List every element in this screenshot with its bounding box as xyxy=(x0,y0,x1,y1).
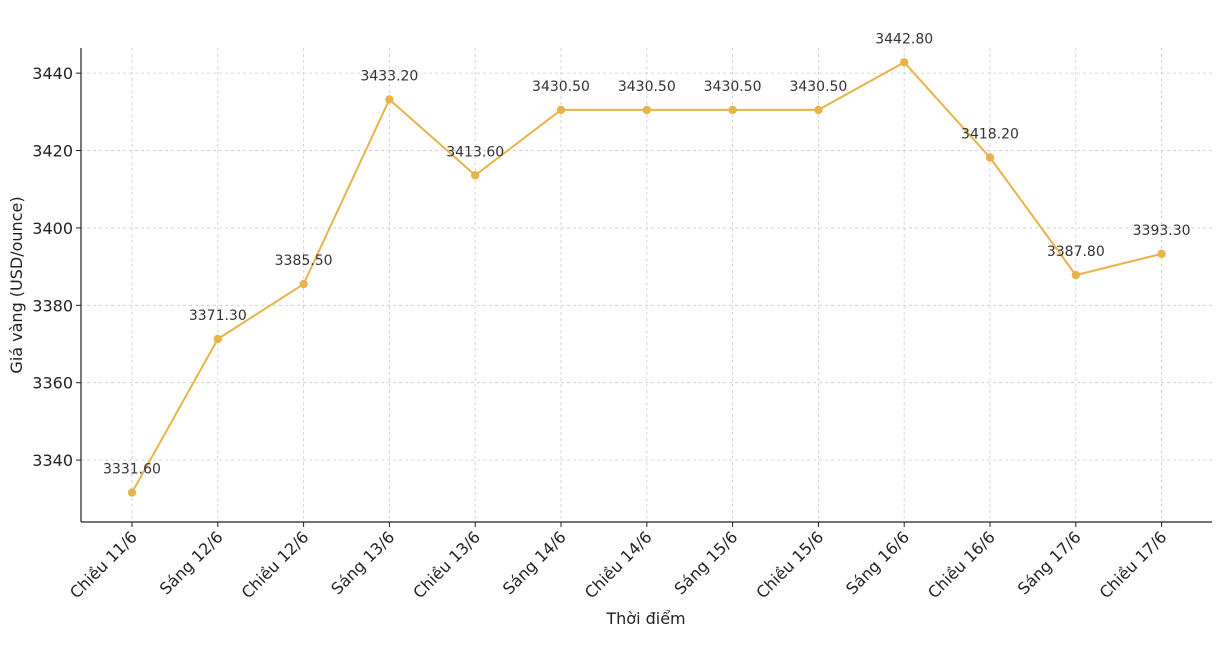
data-label: 3430.50 xyxy=(532,79,590,95)
grid xyxy=(81,48,1212,522)
x-tick-label: Chiều 14/6 xyxy=(581,527,656,602)
series-layer xyxy=(127,58,1166,497)
data-label: 3413.60 xyxy=(446,144,504,160)
data-label: 3430.50 xyxy=(704,79,762,95)
x-tick-label: Sáng 15/6 xyxy=(671,527,742,598)
y-tick-label: 3380 xyxy=(32,296,73,315)
data-point xyxy=(728,105,737,115)
data-labels: 3331.60 3371.30 3385.50 3433.20 3413.60 3430.… xyxy=(103,31,1191,477)
data-label: 3442.80 xyxy=(875,31,933,47)
y-tick-label: 3360 xyxy=(32,374,73,393)
x-tick-label: Chiều 13/6 xyxy=(409,527,484,602)
x-axis-title: Thời điểm xyxy=(605,609,685,628)
data-point xyxy=(900,58,909,67)
x-tick-label: Chiều 15/6 xyxy=(752,527,827,602)
data-point xyxy=(127,488,137,497)
y-axis-title: Giá vàng (USD/ounce) xyxy=(7,196,26,373)
data-point xyxy=(985,153,995,162)
x-tick-label: Sáng 14/6 xyxy=(499,527,570,598)
data-label: 3430.50 xyxy=(789,79,847,95)
data-point xyxy=(814,105,823,115)
data-point xyxy=(556,105,566,115)
x-tick-label: Chiều 16/6 xyxy=(924,527,999,602)
data-point xyxy=(213,334,222,344)
data-label: 3385.50 xyxy=(275,253,333,269)
x-tick-label: Chiều 12/6 xyxy=(238,527,313,602)
data-point xyxy=(642,105,651,115)
data-label: 3433.20 xyxy=(360,68,418,84)
data-point xyxy=(385,95,394,104)
data-label: 3371.30 xyxy=(189,308,247,324)
y-tick-label: 3440 xyxy=(32,64,73,83)
data-label: 3393.30 xyxy=(1133,223,1191,239)
data-point xyxy=(299,279,308,289)
x-tick-label: Chiều 17/6 xyxy=(1096,527,1171,602)
data-point xyxy=(471,171,480,180)
data-point xyxy=(1157,249,1166,259)
data-point xyxy=(1071,270,1081,280)
data-label: 3430.50 xyxy=(618,79,676,95)
x-tick-label: Sáng 12/6 xyxy=(156,527,227,598)
x-tick-label: Sáng 16/6 xyxy=(842,527,913,598)
data-label: 3387.80 xyxy=(1047,244,1105,260)
data-label: 3418.20 xyxy=(961,127,1019,143)
y-tick-label: 3400 xyxy=(32,219,73,238)
y-tick-label: 3420 xyxy=(32,142,73,161)
y-tick-label: 3340 xyxy=(32,451,73,470)
x-tick-label: Sáng 13/6 xyxy=(327,527,398,598)
x-tick-label: Sáng 17/6 xyxy=(1014,527,1085,598)
data-label: 3331.60 xyxy=(103,462,161,478)
x-tick-label: Chiều 11/6 xyxy=(66,527,141,602)
